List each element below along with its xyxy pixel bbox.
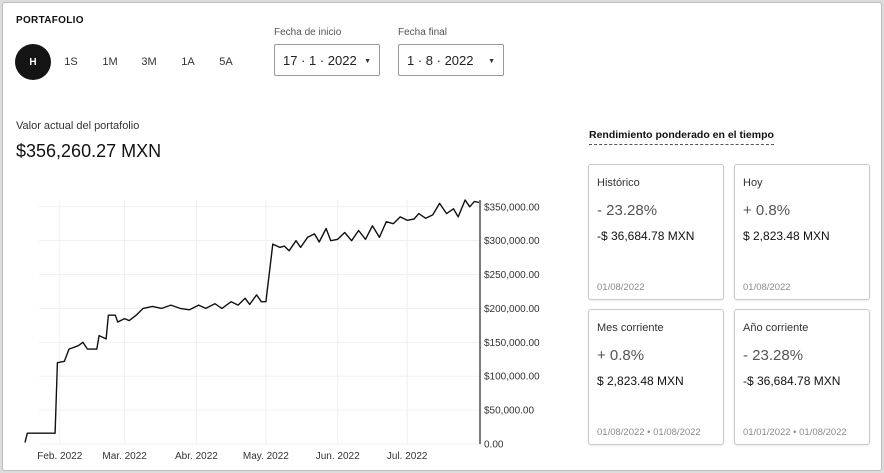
portfolio-value: $356,260.27 MXN xyxy=(16,141,162,161)
performance-title[interactable]: Rendimiento ponderado en el tiempo xyxy=(589,129,774,145)
card-title: Hoy xyxy=(743,177,763,189)
end-date-value: 1 · 8 · 2022 xyxy=(407,52,474,68)
x-tick-label: May. 2022 xyxy=(243,451,289,462)
performance-card-ano-corriente: Año corriente - 23.28% -$ 36,684.78 MXN … xyxy=(734,309,870,445)
card-percentage: + 0.8% xyxy=(597,347,645,364)
card-amount: -$ 36,684.78 MXN xyxy=(597,229,695,243)
caret-down-icon: ▼ xyxy=(364,58,371,65)
start-date-value: 17 · 1 · 2022 xyxy=(283,52,357,68)
card-percentage: + 0.8% xyxy=(743,202,791,219)
card-amount: -$ 36,684.78 MXN xyxy=(743,374,841,388)
range-button-3m[interactable]: 3M xyxy=(141,56,157,68)
x-tick-label: Abr. 2022 xyxy=(175,451,218,462)
start-date-label: Fecha de inicio xyxy=(274,27,342,38)
range-button-1a[interactable]: 1A xyxy=(181,56,195,68)
range-button-1s[interactable]: 1S xyxy=(64,56,78,68)
card-date: 01/08/2022 • 01/08/2022 xyxy=(597,427,701,438)
x-tick-label: Jun. 2022 xyxy=(316,451,360,462)
y-tick-label: $50,000.00 xyxy=(484,406,534,417)
portfolio-line-chart[interactable]: 0.00 $50,000.00 $100,000.00 $150,000.00 $200… xyxy=(3,188,563,470)
end-date-label: Fecha final xyxy=(398,27,447,38)
card-title: Año corriente xyxy=(743,322,809,334)
end-date-select[interactable]: 1 · 8 · 2022 ▼ xyxy=(398,44,504,76)
y-tick-label: $350,000.00 xyxy=(484,202,540,213)
y-tick-label: 0.00 xyxy=(484,440,504,451)
y-tick-label: $250,000.00 xyxy=(484,270,540,281)
x-tick-label: Feb. 2022 xyxy=(37,451,82,462)
range-button-1m[interactable]: 1M xyxy=(102,56,118,68)
y-tick-label: $200,000.00 xyxy=(484,304,540,315)
x-tick-label: Jul. 2022 xyxy=(387,451,428,462)
series-line xyxy=(24,199,480,443)
card-title: Histórico xyxy=(597,177,640,189)
range-button-5a[interactable]: 5A xyxy=(219,56,233,68)
range-button-h[interactable]: H xyxy=(15,44,51,80)
performance-card-mes-corriente: Mes corriente + 0.8% $ 2,823.48 MXN 01/0… xyxy=(588,309,724,445)
card-amount: $ 2,823.48 MXN xyxy=(743,229,830,243)
card-title: Mes corriente xyxy=(597,322,664,334)
caret-down-icon: ▼ xyxy=(488,58,495,65)
card-date: 01/01/2022 • 01/08/2022 xyxy=(743,427,847,438)
x-tick-label: Mar. 2022 xyxy=(102,451,147,462)
performance-card-historico: Histórico - 23.28% -$ 36,684.78 MXN 01/0… xyxy=(588,164,724,300)
card-percentage: - 23.28% xyxy=(743,347,804,364)
y-tick-label: $300,000.00 xyxy=(484,236,540,247)
y-tick-label: $100,000.00 xyxy=(484,372,540,383)
card-amount: $ 2,823.48 MXN xyxy=(597,374,684,388)
portfolio-value-label: Valor actual del portafolio xyxy=(16,120,140,132)
y-tick-label: $150,000.00 xyxy=(484,338,540,349)
card-date: 01/08/2022 xyxy=(597,282,645,293)
page-title: PORTAFOLIO xyxy=(16,15,84,26)
card-date: 01/08/2022 xyxy=(743,282,791,293)
card-percentage: - 23.28% xyxy=(597,202,658,219)
start-date-select[interactable]: 17 · 1 · 2022 ▼ xyxy=(274,44,380,76)
performance-card-hoy: Hoy + 0.8% $ 2,823.48 MXN 01/08/2022 xyxy=(734,164,870,300)
